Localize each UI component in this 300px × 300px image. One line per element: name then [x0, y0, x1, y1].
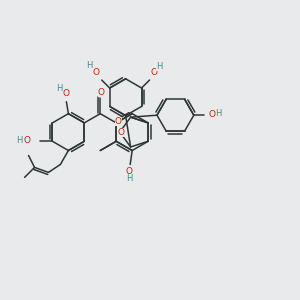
- Text: O: O: [115, 117, 122, 126]
- Text: H: H: [126, 174, 132, 183]
- Text: O: O: [63, 89, 70, 98]
- Text: H: H: [16, 136, 22, 145]
- Text: H: H: [56, 84, 63, 93]
- Text: O: O: [150, 68, 157, 76]
- Text: O: O: [117, 128, 124, 136]
- Text: H: H: [215, 109, 222, 118]
- Text: O: O: [92, 68, 99, 76]
- Text: O: O: [208, 110, 215, 119]
- Text: O: O: [98, 88, 105, 97]
- Text: O: O: [23, 136, 31, 145]
- Text: O: O: [126, 167, 133, 176]
- Text: H: H: [156, 61, 163, 70]
- Text: H: H: [87, 61, 93, 70]
